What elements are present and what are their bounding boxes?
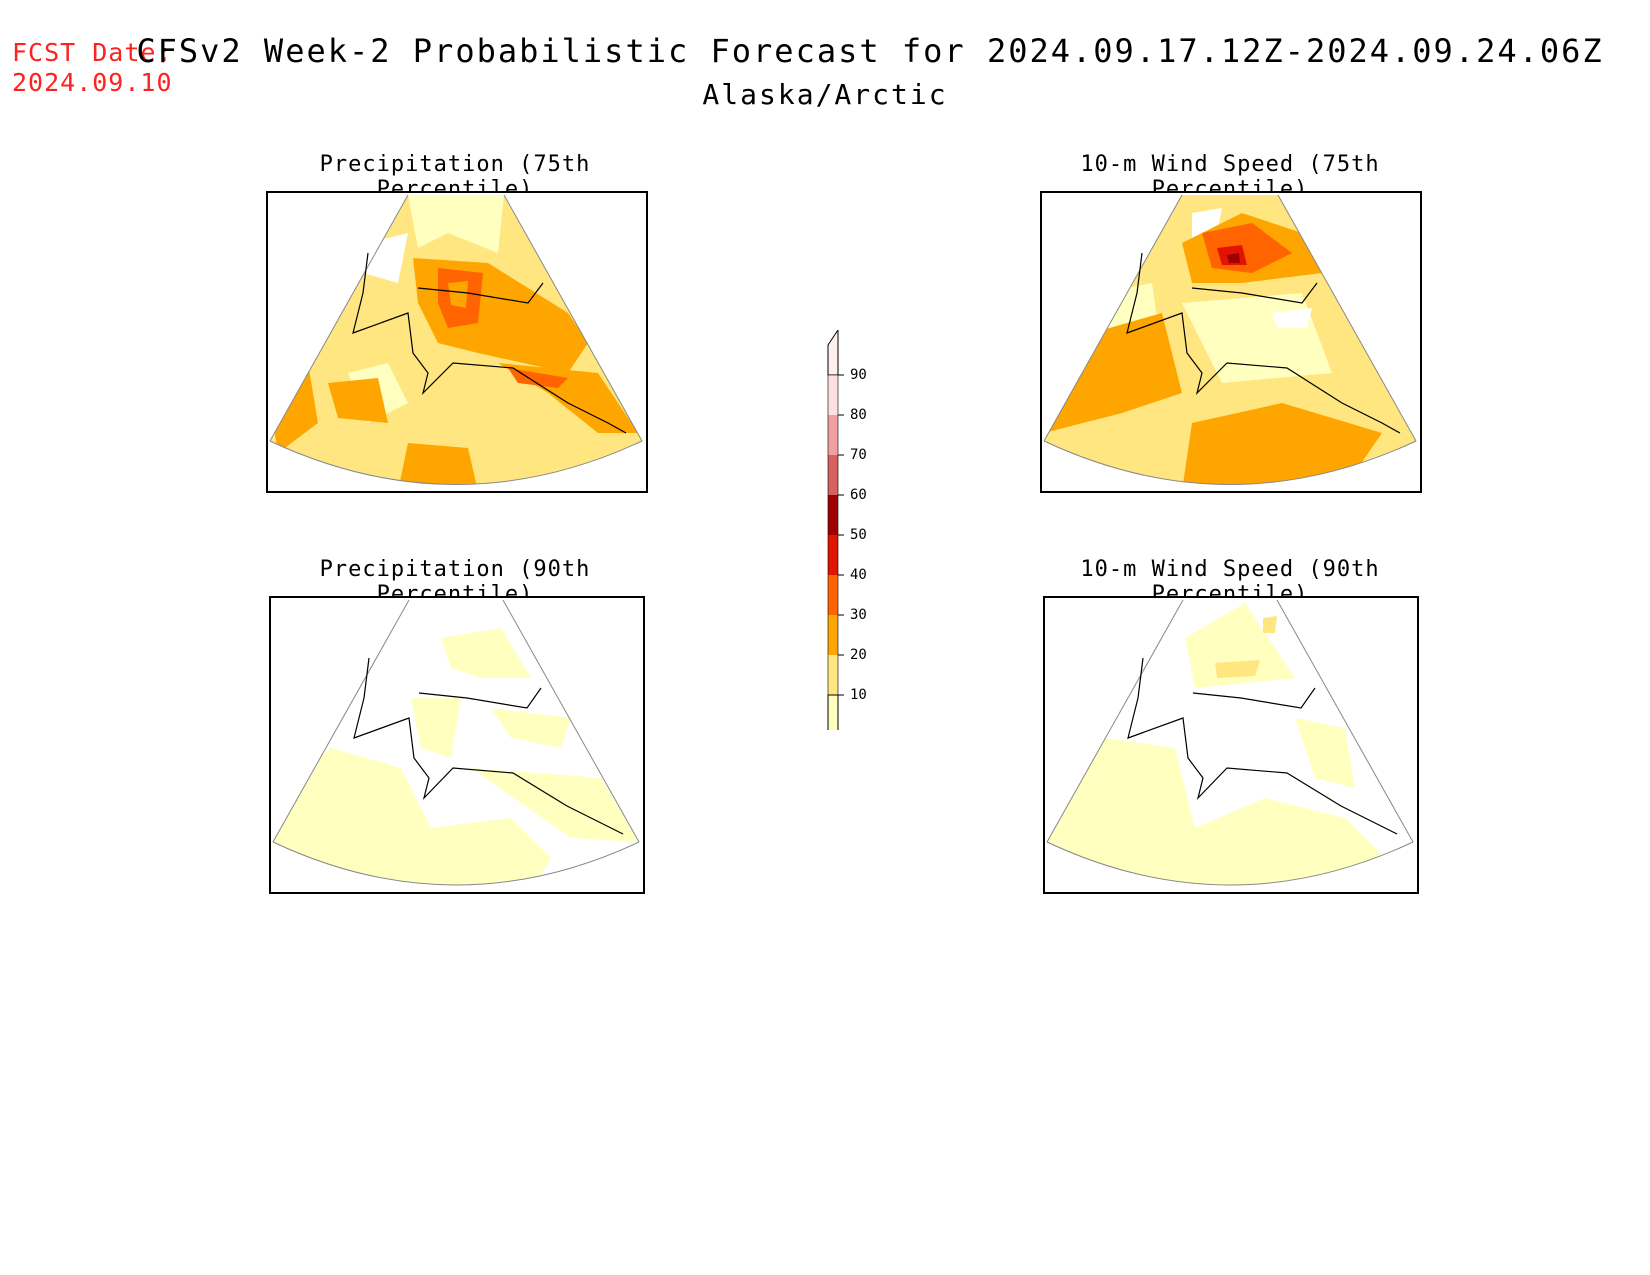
colorbar-swatches [827,328,844,781]
shading-10-20 [471,768,639,842]
colorbar-tick-label: 70 [850,447,867,463]
colorbar-swatch-40 [828,575,838,615]
shading-10-20 [1295,718,1355,788]
colorbar-tick-label: 60 [850,487,867,503]
shading-10-20 [273,748,551,885]
coastline [353,657,624,835]
colorbar-swatch-90 [828,375,838,415]
coastline [352,252,627,434]
colorbar-swatch-50 [828,535,838,575]
map-panel-precip-90 [269,596,645,894]
shading-10-20 [1047,738,1385,885]
colorbar-swatch-70 [828,455,838,495]
colorbar-top-cap [827,328,839,376]
colorbar-tick-label: 10 [850,687,867,703]
shading-30-40 [398,443,478,485]
colorbar-swatch-20 [828,655,838,695]
map-wedge-outline [1043,194,1417,485]
map-wedge-outline [1046,599,1414,886]
shading-10-20 [491,708,571,748]
colorbar-tick-label: 80 [850,407,867,423]
shading-20-30 [1215,660,1260,678]
shading-30-40 [328,378,388,423]
shading-10-20 [1185,603,1295,688]
colorbar-swatch-60 [828,495,838,535]
shading-20-30 [1263,616,1277,633]
shading-30-40 [448,281,468,308]
coastline [417,282,544,304]
map-panel-precip-75 [266,191,648,493]
shading-10-20 [408,195,504,253]
colorbar-tick-label: 40 [850,567,867,583]
colorbar [820,328,860,781]
shading-60-70 [1227,253,1240,263]
colorbar-swatch-80 [828,415,838,455]
coastline [1126,252,1401,434]
forecast-date-value: 2024.09.10 [12,68,173,97]
map-panel-wind-90 [1043,596,1419,894]
coastline [418,687,542,709]
forecast-date-label: FCST Date: [12,38,173,67]
colorbar-tick-label: 50 [850,527,867,543]
map-wedge-outline [272,599,640,886]
page-title: CFSv2 Week-2 Probabilistic Forecast for … [136,32,1604,70]
shading-30-40 [1044,313,1182,433]
shading-10-20 [441,628,531,678]
coastline [1191,282,1318,304]
shading-below-10 [1272,308,1312,328]
colorbar-swatch-10 [828,695,838,735]
colorbar-tick-label: 90 [850,367,867,383]
shading-40-50 [508,368,568,388]
coastline [1127,657,1398,835]
coastline [1192,687,1316,709]
map-wedge-outline [269,194,643,485]
panel-title-wind-75: 10-m Wind Speed (75th Percentile) [1080,152,1380,202]
colorbar-tick-label: 30 [850,607,867,623]
forecast-date-block: FCST Date: 2024.09.10 [12,38,173,98]
shading-10-20 [411,698,461,758]
colorbar-swatch-30 [828,615,838,655]
colorbar-tick-label: 20 [850,647,867,663]
page-subtitle: Alaska/Arctic [702,78,948,111]
shading-30-40 [270,363,318,453]
shading-30-40 [1182,403,1382,485]
map-panel-wind-75 [1040,191,1422,493]
